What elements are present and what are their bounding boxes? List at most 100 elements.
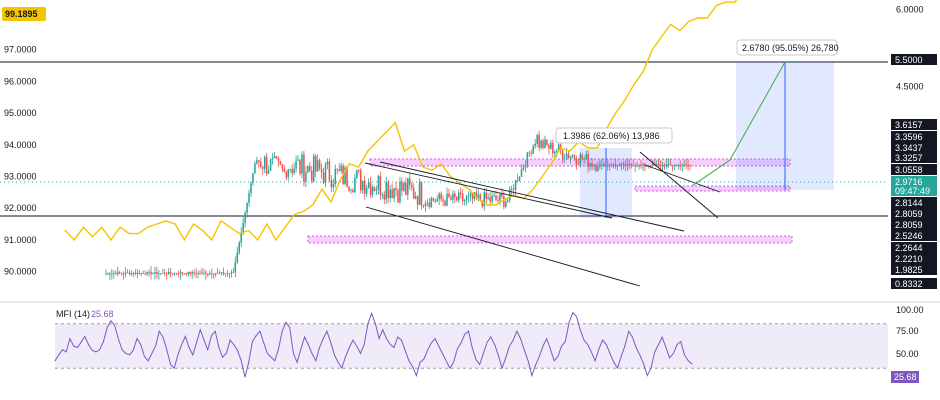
candle-body [334,168,337,185]
candle-body [320,168,323,173]
mfi-point [587,344,589,345]
yellow-line-point [504,198,507,200]
yellow-line-point [394,122,396,124]
candle-body [608,165,611,167]
candle-body [162,272,164,274]
mfi-point [192,354,194,356]
candle-body [536,134,538,144]
candle-body [481,200,484,207]
candle-body [593,164,595,167]
mfi-point [553,360,555,362]
candle-body [381,194,384,196]
mfi-point [371,313,373,314]
candle-body [263,156,266,169]
yellow-line-point [238,232,240,235]
yellow-line-point [449,175,451,178]
candle-body [579,154,582,165]
price-label-box [891,278,937,289]
candle-body [671,164,674,166]
candle-body [426,202,429,204]
candle-body [550,142,552,149]
projection-path [691,61,786,187]
candle-body [416,196,419,205]
candle-body [606,165,609,166]
yellow-line-point [440,163,442,165]
yellow-line-point [734,1,736,3]
candle-body [391,189,393,199]
mfi-point [546,338,548,339]
candle-body [685,164,687,166]
candle-body [499,193,501,201]
yellow-line-point [293,213,295,216]
candle-body [336,168,339,170]
yellow-line-point [431,169,433,171]
candle-body [201,272,203,274]
mfi-point [680,341,682,342]
mfi-point [84,335,86,337]
candle-body [158,273,160,275]
candle-body [169,271,172,274]
candle-body [373,186,376,191]
yellow-line-point [413,144,415,146]
candle-body [610,165,613,167]
mfi-point [285,321,287,323]
candle-body [514,180,517,190]
mfi-point [207,349,209,351]
candle-body [616,165,619,167]
mfi-point [214,330,216,332]
candle-body [581,154,584,160]
candle-body [408,178,411,185]
mfi-point [255,335,257,337]
yellow-line-point [569,150,571,152]
candle-body [287,169,290,178]
candle-body [552,142,554,154]
yellow-line-point [174,223,176,225]
left-axis-tick-label: 90.0000 [4,267,37,277]
mfi-point [527,360,529,362]
price-label-text: 5.5000 [895,55,923,65]
mfi-point [378,338,380,339]
mfi-point [166,349,168,351]
candle-body [140,273,143,274]
price-label-box [891,164,937,175]
yellow-line-point [330,201,332,203]
candle-body [532,145,535,154]
candle-body [571,155,574,157]
mfi-point [471,347,473,348]
mfi-point [300,348,302,350]
candle-body [189,272,192,274]
candle-body [485,192,487,199]
mfi-point [456,348,458,350]
price-label-text: 3.6157 [895,120,923,130]
price-label-text: 2.5246 [895,231,923,241]
candle-body [148,271,150,273]
mfi-point [278,348,279,350]
yellow-line-point [101,226,103,228]
candle-body [444,201,446,206]
candle-body [428,202,431,208]
candle-body [109,273,111,275]
yellow-line-point [688,20,690,22]
yellow-line-point [211,239,213,241]
yellow-line-point [302,210,305,212]
candle-body [256,160,258,164]
mfi-point [620,355,622,357]
candle-body [303,154,305,182]
candle-body [199,272,201,274]
candle-body [640,164,642,166]
yellow-line-point [477,198,479,200]
candle-body [377,175,380,190]
mfi-point [184,335,186,337]
mfi-point [520,338,522,339]
candle-body [230,272,233,274]
mfi-point [114,324,116,326]
mfi-point [505,357,507,359]
mfi-point [389,344,391,345]
right-axis-tick-label: 4.5000 [896,82,924,92]
mfi-point [296,361,298,363]
candle-body [367,182,370,188]
candle-body [448,193,450,198]
candle-body [218,272,221,274]
